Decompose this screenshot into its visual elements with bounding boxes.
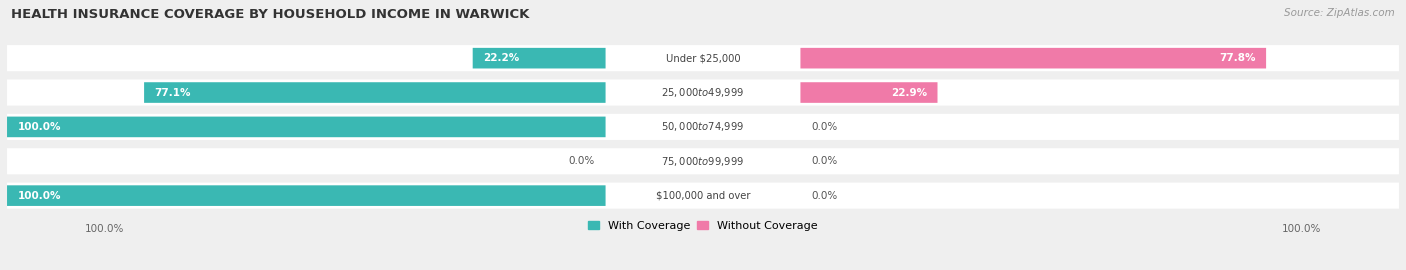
FancyBboxPatch shape: [7, 183, 1399, 209]
FancyBboxPatch shape: [7, 114, 1399, 140]
FancyBboxPatch shape: [7, 117, 606, 137]
Text: $100,000 and over: $100,000 and over: [655, 191, 751, 201]
FancyBboxPatch shape: [800, 82, 938, 103]
Text: Under $25,000: Under $25,000: [665, 53, 741, 63]
FancyBboxPatch shape: [7, 45, 1399, 71]
Text: $25,000 to $49,999: $25,000 to $49,999: [661, 86, 745, 99]
Text: HEALTH INSURANCE COVERAGE BY HOUSEHOLD INCOME IN WARWICK: HEALTH INSURANCE COVERAGE BY HOUSEHOLD I…: [11, 8, 530, 21]
FancyBboxPatch shape: [7, 148, 1399, 174]
FancyBboxPatch shape: [143, 82, 606, 103]
FancyBboxPatch shape: [7, 79, 1399, 106]
Text: 0.0%: 0.0%: [811, 122, 837, 132]
Text: 0.0%: 0.0%: [811, 156, 837, 166]
Text: 22.9%: 22.9%: [891, 87, 927, 97]
Text: 77.1%: 77.1%: [155, 87, 191, 97]
Text: $75,000 to $99,999: $75,000 to $99,999: [661, 155, 745, 168]
Text: 22.2%: 22.2%: [484, 53, 519, 63]
FancyBboxPatch shape: [800, 48, 1265, 69]
Text: 0.0%: 0.0%: [569, 156, 595, 166]
Legend: With Coverage, Without Coverage: With Coverage, Without Coverage: [588, 221, 818, 231]
Text: 100.0%: 100.0%: [17, 122, 60, 132]
Text: $50,000 to $74,999: $50,000 to $74,999: [661, 120, 745, 133]
FancyBboxPatch shape: [472, 48, 606, 69]
Text: Source: ZipAtlas.com: Source: ZipAtlas.com: [1284, 8, 1395, 18]
Text: 100.0%: 100.0%: [17, 191, 60, 201]
Text: 0.0%: 0.0%: [811, 191, 837, 201]
Text: 77.8%: 77.8%: [1219, 53, 1256, 63]
FancyBboxPatch shape: [7, 185, 606, 206]
